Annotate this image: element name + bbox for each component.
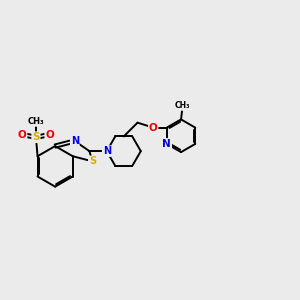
Text: CH₃: CH₃ [28,117,44,126]
Text: O: O [45,130,54,140]
Text: N: N [163,139,171,149]
Text: S: S [89,156,96,166]
Text: O: O [149,123,158,133]
Text: N: N [103,146,111,156]
Text: O: O [18,130,27,140]
Text: N: N [71,136,79,146]
Text: S: S [32,132,40,142]
Text: CH₃: CH₃ [175,101,190,110]
